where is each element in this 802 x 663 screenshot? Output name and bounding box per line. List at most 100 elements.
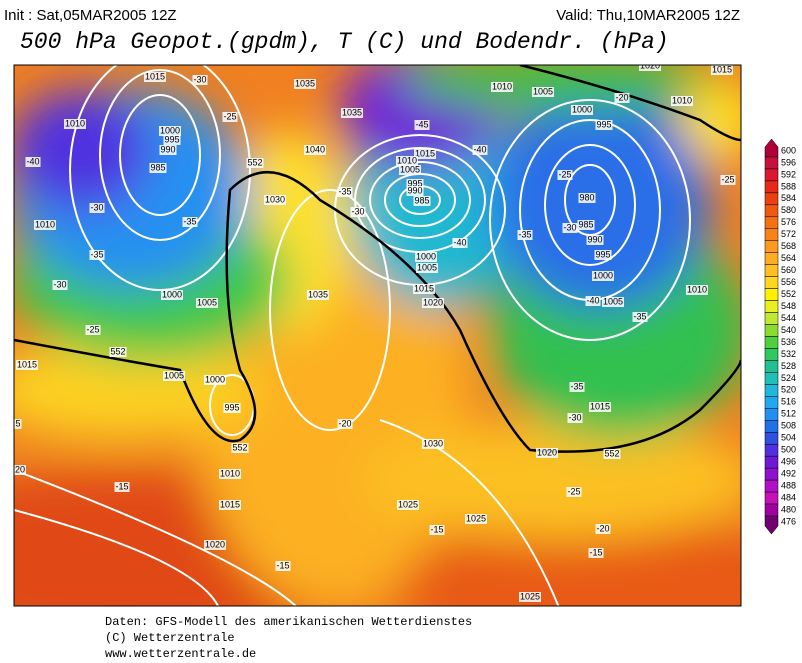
map-label: 1010 xyxy=(65,118,85,128)
colorbar-cell xyxy=(764,276,779,289)
label-box xyxy=(293,79,317,89)
map-label: 1030 xyxy=(265,194,285,204)
map-label: -35 xyxy=(183,216,196,226)
map-label: 1005 xyxy=(164,370,184,380)
label-box xyxy=(413,196,431,206)
map-label: 980 xyxy=(579,192,594,202)
label-box xyxy=(218,500,242,510)
label-box xyxy=(89,203,105,213)
label-box xyxy=(710,65,734,75)
label-box xyxy=(685,285,709,295)
label-box xyxy=(14,419,22,429)
colorbar-cell xyxy=(764,443,779,457)
label-box xyxy=(263,195,287,205)
map-label: 1015 xyxy=(590,401,610,411)
colorbar-cell xyxy=(764,384,779,397)
map-label: 1000 xyxy=(205,374,225,384)
label-box xyxy=(203,540,227,550)
label-box xyxy=(163,135,181,145)
label-box xyxy=(350,207,366,217)
map-label: 1010 xyxy=(492,81,512,91)
label-box xyxy=(601,297,625,307)
colorbar-cell xyxy=(764,503,779,517)
colorbar-label: 580 xyxy=(781,205,796,215)
map-label: 985 xyxy=(150,162,165,172)
label-box xyxy=(578,193,596,203)
map-label: -45 xyxy=(415,119,428,129)
label-box xyxy=(337,187,353,197)
map-label: 1015 xyxy=(220,499,240,509)
valid-time: Valid: Thu,10MAR2005 12Z xyxy=(556,7,740,24)
colorbar-label: 528 xyxy=(781,361,796,371)
label-box xyxy=(337,419,353,429)
label-box xyxy=(421,439,445,449)
map-label: 1025 xyxy=(398,499,418,509)
map-label: 1010 xyxy=(220,468,240,478)
map-label: -25 xyxy=(721,174,734,184)
colorbar-cell xyxy=(764,432,779,445)
colorbar: 600 596 592 588 584 580 576 572 568 564 560 556 552 5… xyxy=(764,138,796,535)
colorbar-cell xyxy=(764,204,779,218)
colorbar-label: 476 xyxy=(781,516,796,526)
label-box xyxy=(222,112,238,122)
label-box xyxy=(557,170,573,180)
label-box xyxy=(603,449,621,459)
colorbar-cell xyxy=(764,228,779,241)
map-label: 995 xyxy=(407,178,422,188)
label-box xyxy=(490,82,514,92)
map-label: 1005 xyxy=(603,296,623,306)
label-box xyxy=(413,149,437,159)
map-label: -30 xyxy=(193,74,206,84)
colorbar-cell xyxy=(764,372,779,385)
map-label: 1020 xyxy=(537,447,557,457)
colorbar-cell xyxy=(764,180,779,194)
map-label: 1015 xyxy=(145,71,165,81)
colorbar-cell xyxy=(764,288,779,301)
map-label: -20 xyxy=(596,523,609,533)
map-label: 5 xyxy=(15,418,20,428)
map-label: 990 xyxy=(587,234,602,244)
label-box xyxy=(406,186,424,196)
map-label: 990 xyxy=(160,144,175,154)
map-label: 985 xyxy=(414,195,429,205)
map-label: 1010 xyxy=(672,95,692,105)
label-box xyxy=(306,290,330,300)
map-label: 1015 xyxy=(415,148,435,158)
map-label: 1010 xyxy=(397,155,417,165)
colorbar-label: 508 xyxy=(781,421,796,431)
map-label: -40 xyxy=(586,295,599,305)
colorbar-cell xyxy=(764,515,779,535)
map-label: 1020 xyxy=(205,539,225,549)
label-box xyxy=(535,448,559,458)
map-label: -15 xyxy=(276,560,289,570)
map-label: -15 xyxy=(430,524,443,534)
label-box xyxy=(452,238,468,248)
label-box xyxy=(569,382,585,392)
label-box xyxy=(203,375,227,385)
label-box xyxy=(566,487,582,497)
map-label: -35 xyxy=(570,381,583,391)
map-label: 552 xyxy=(247,157,262,167)
colorbar-label: 532 xyxy=(781,349,796,359)
colorbar-cell xyxy=(764,216,779,230)
map-label: -30 xyxy=(563,222,576,232)
map-label: -25 xyxy=(558,169,571,179)
colorbar-cell xyxy=(764,138,779,158)
label-box xyxy=(149,163,167,173)
label-box xyxy=(192,75,208,85)
label-box xyxy=(52,280,68,290)
label-box xyxy=(395,156,419,166)
map-label: 1005 xyxy=(417,262,437,272)
map-label: 1005 xyxy=(197,297,217,307)
label-box xyxy=(412,284,436,294)
colorbar-label: 564 xyxy=(781,253,796,263)
label-box xyxy=(570,105,594,115)
label-box xyxy=(160,290,184,300)
map-label: -15 xyxy=(589,547,602,557)
label-box xyxy=(585,296,601,306)
colorbar-label: 496 xyxy=(781,457,796,467)
map-label: -20 xyxy=(615,92,628,102)
label-box xyxy=(429,525,445,535)
colorbar-cell xyxy=(764,479,779,493)
map-label: -40 xyxy=(473,144,486,154)
